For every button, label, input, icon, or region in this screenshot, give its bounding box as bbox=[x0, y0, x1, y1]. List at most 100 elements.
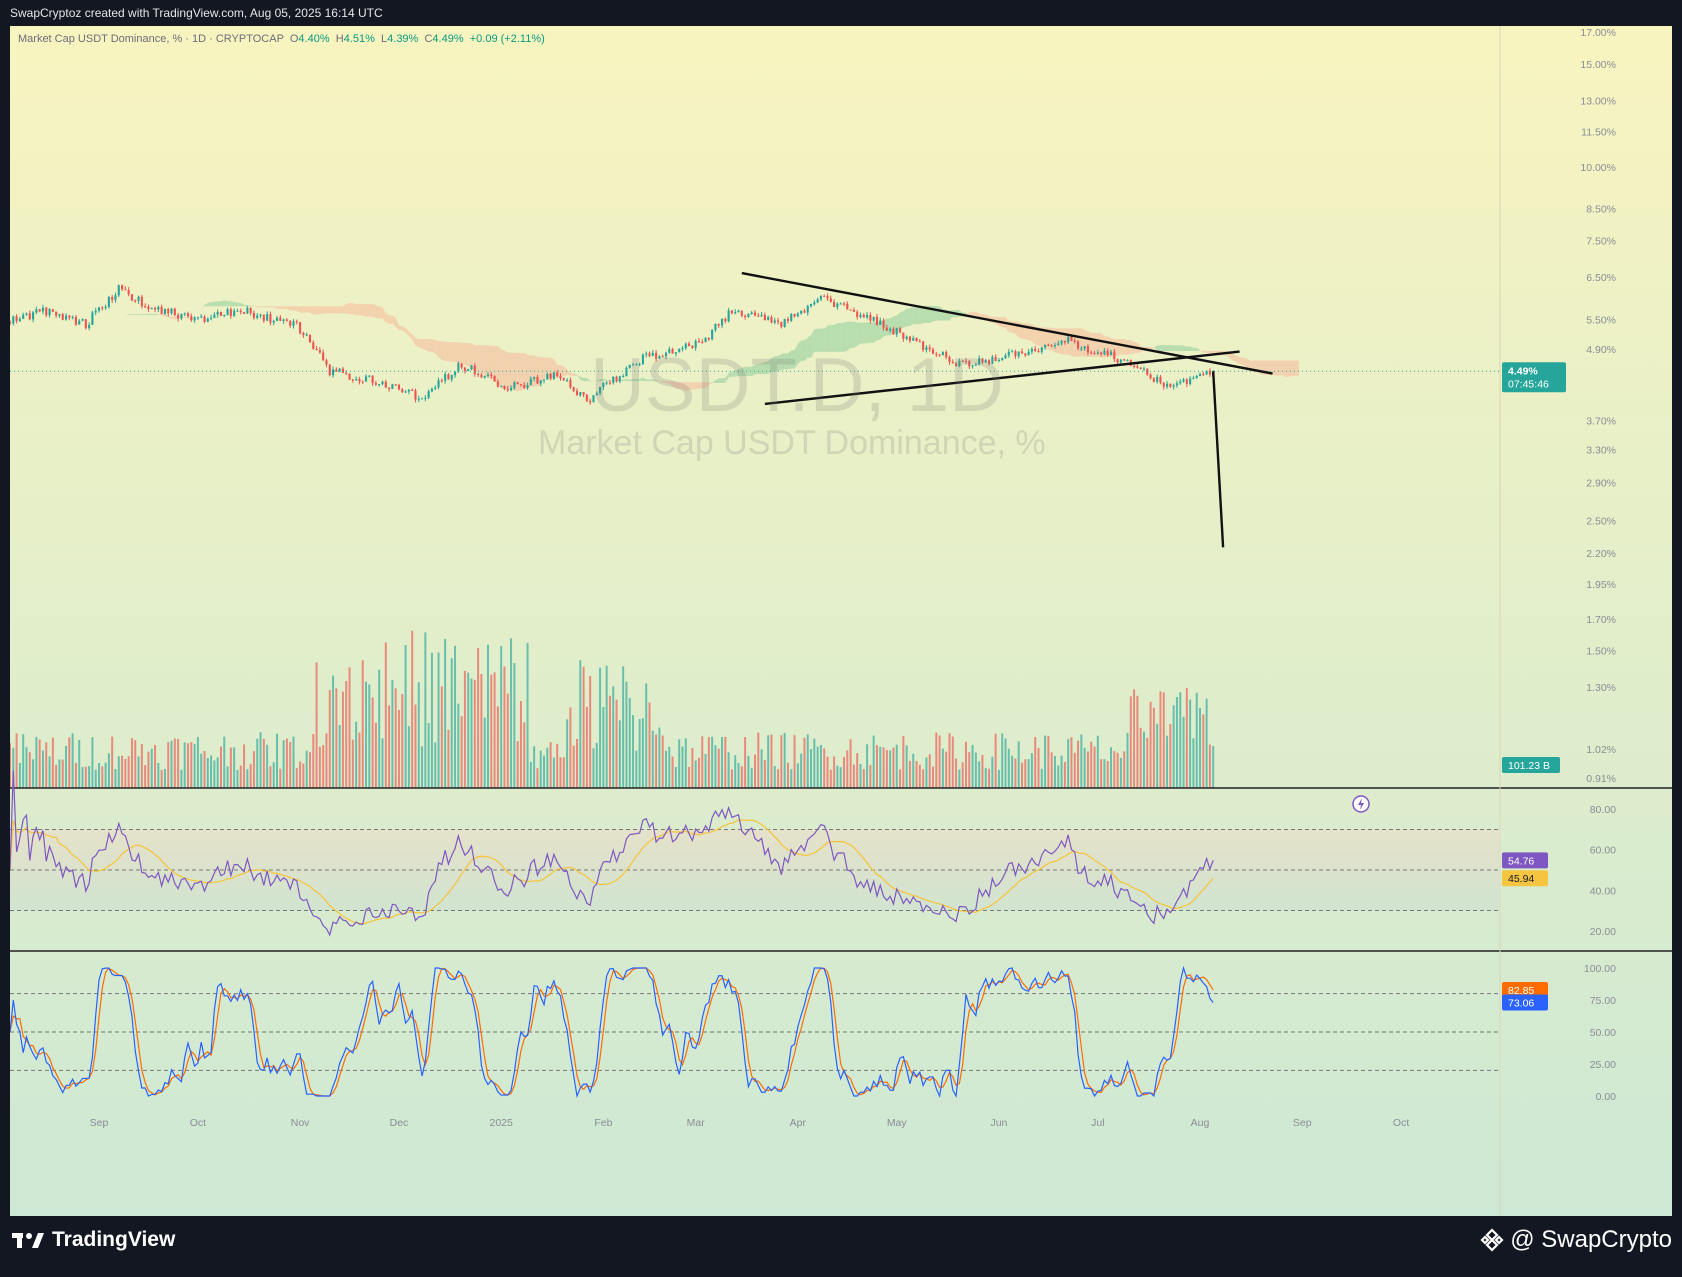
candle-body bbox=[935, 353, 938, 355]
volume-bar bbox=[856, 753, 859, 788]
volume-bar bbox=[529, 761, 532, 788]
volume-bar bbox=[219, 746, 222, 788]
volume-bar bbox=[206, 758, 209, 788]
cloud-segment bbox=[1236, 355, 1240, 364]
candle-body bbox=[750, 312, 753, 314]
cloud-segment bbox=[936, 306, 940, 321]
candle-body bbox=[483, 375, 486, 378]
cloud-segment bbox=[811, 329, 815, 358]
cloud-segment bbox=[830, 324, 835, 352]
pane-separators[interactable] bbox=[10, 26, 1672, 1216]
candle-body bbox=[223, 315, 226, 317]
volume-bar bbox=[98, 763, 100, 788]
candle-body bbox=[1116, 359, 1119, 363]
cloud-segment bbox=[1186, 346, 1191, 352]
candle-body bbox=[394, 384, 397, 386]
cloud-segment bbox=[903, 308, 907, 328]
candle-body bbox=[655, 352, 658, 359]
volume-bar bbox=[351, 739, 354, 788]
volume-bar bbox=[658, 727, 661, 788]
cloud-segment bbox=[834, 323, 838, 352]
cloud-segment bbox=[128, 314, 132, 316]
cloud-segment bbox=[652, 379, 657, 382]
cloud-segment bbox=[517, 352, 521, 392]
volume-bar bbox=[721, 737, 724, 788]
volume-bar bbox=[1050, 752, 1053, 788]
candle-body bbox=[203, 316, 206, 322]
volume-bar bbox=[1172, 705, 1175, 788]
candle-body bbox=[22, 314, 25, 319]
symbol-legend[interactable]: Market Cap USDT Dominance, % · 1D · CRYP… bbox=[18, 33, 545, 45]
stoch-rsi-pane[interactable] bbox=[10, 965, 1500, 1099]
candle-body bbox=[318, 350, 321, 353]
candle-body bbox=[233, 310, 236, 316]
cloud-segment bbox=[820, 328, 825, 352]
candle-body bbox=[1100, 352, 1103, 355]
volume-bar bbox=[239, 765, 242, 788]
volume-bar bbox=[618, 720, 621, 788]
legend-high: 4.51% bbox=[343, 33, 375, 45]
volume-bar bbox=[1007, 748, 1010, 788]
volume-bar bbox=[117, 756, 120, 788]
cloud-segment bbox=[1160, 345, 1164, 352]
volume-bar bbox=[945, 751, 948, 788]
candle-body bbox=[885, 327, 888, 331]
volume-bar bbox=[256, 738, 259, 788]
candle-body bbox=[117, 285, 120, 296]
candle-body bbox=[925, 347, 928, 350]
cloud-segment bbox=[511, 352, 515, 391]
volume-bar bbox=[770, 734, 773, 788]
volume-bar bbox=[526, 642, 529, 788]
candle-body bbox=[444, 374, 447, 381]
stoch-d-label: 82.85 bbox=[1508, 985, 1534, 997]
tradingview-logo[interactable]: TradingView bbox=[12, 1228, 175, 1252]
candle-body bbox=[384, 381, 387, 388]
candle-body bbox=[1162, 382, 1165, 387]
cloud-segment bbox=[583, 377, 587, 382]
chart-canvas[interactable]: 17.00% 15.00% 13.00% 11.50% 10.00% 8.50% 7.50%… bbox=[10, 26, 1672, 1216]
volume-bar bbox=[628, 697, 631, 788]
cloud-segment bbox=[171, 316, 175, 320]
cloud-segment bbox=[669, 380, 673, 387]
candle-body bbox=[602, 382, 605, 387]
volume-bar bbox=[332, 675, 335, 788]
cloud-segment bbox=[629, 379, 634, 382]
candle-body bbox=[922, 341, 925, 350]
volume-bar bbox=[1080, 734, 1083, 788]
chart-frame[interactable]: 17.00% 15.00% 13.00% 11.50% 10.00% 8.50% 7.50%… bbox=[10, 26, 1672, 1216]
cloud-segment bbox=[326, 306, 330, 314]
volume-bar bbox=[48, 756, 51, 788]
volume-bar bbox=[276, 733, 279, 788]
candle-body bbox=[744, 315, 747, 317]
cloud-segment bbox=[1005, 317, 1009, 333]
candle-body bbox=[964, 360, 968, 362]
cloud-segment bbox=[1045, 327, 1049, 350]
cloud-segment bbox=[1183, 345, 1187, 352]
cloud-segment bbox=[422, 339, 426, 351]
candle-body bbox=[575, 390, 579, 396]
candle-body bbox=[312, 342, 315, 349]
volume-bar bbox=[1083, 747, 1086, 788]
volume-bar bbox=[496, 706, 499, 788]
volume-bar bbox=[1103, 759, 1106, 788]
rsi-pane[interactable] bbox=[10, 770, 1500, 937]
candle-body bbox=[38, 309, 41, 312]
candle-body bbox=[200, 316, 203, 318]
candle-body bbox=[572, 387, 575, 391]
candle-body bbox=[803, 310, 806, 313]
candle-body bbox=[747, 313, 750, 317]
candle-body bbox=[813, 302, 816, 305]
cloud-segment bbox=[280, 306, 284, 309]
candles[interactable] bbox=[10, 284, 1215, 405]
candle-body bbox=[447, 374, 450, 380]
stoch-tick-label: 50.00 bbox=[1590, 1027, 1616, 1039]
candle-body bbox=[397, 384, 401, 390]
volume-label: 101.23 B bbox=[1508, 760, 1550, 772]
candle-body bbox=[1159, 376, 1162, 383]
time-axis-label: Nov bbox=[291, 1117, 310, 1129]
drawings[interactable] bbox=[741, 271, 1273, 548]
volume-bar bbox=[767, 735, 770, 788]
volume-bar bbox=[104, 762, 107, 788]
legend-open-label: O bbox=[289, 33, 299, 45]
cloud-segment bbox=[339, 306, 343, 314]
